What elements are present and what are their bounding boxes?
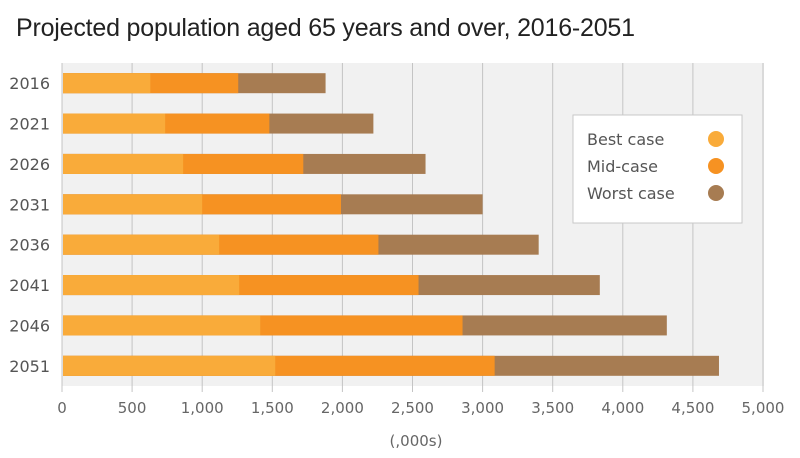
y-tick-label: 2021 <box>9 115 50 134</box>
x-tick-label: 1,500 <box>251 399 294 417</box>
x-tick-label: 5,000 <box>742 399 785 417</box>
y-tick-label: 2051 <box>9 357 50 376</box>
x-tick-label: 2,500 <box>391 399 434 417</box>
legend-label: Mid-case <box>587 157 658 176</box>
legend-label: Best case <box>587 130 664 149</box>
bar-best-case-2021 <box>63 113 166 134</box>
y-tick-label: 2026 <box>9 155 50 174</box>
bar-best-case-2041 <box>63 275 240 296</box>
y-tick-labels: 2016 2021 2026 2031 2036 2041 2046 2051 <box>9 74 50 376</box>
y-tick-label: 2036 <box>9 236 50 255</box>
legend-label: Worst case <box>587 184 675 203</box>
x-tick-label: 500 <box>118 399 147 417</box>
legend: Best case Mid-case Worst case <box>572 114 743 224</box>
x-tick-label: 4,000 <box>601 399 644 417</box>
bar-best-case-2046 <box>63 315 261 336</box>
y-tick-label: 2046 <box>9 316 50 335</box>
legend-swatch <box>708 131 724 147</box>
legend-swatch <box>708 158 724 174</box>
y-tick-label: 2016 <box>9 74 50 93</box>
x-tick-label: 0 <box>57 399 67 417</box>
y-tick-label: 2041 <box>9 276 50 295</box>
x-tick-label: 3,000 <box>461 399 504 417</box>
bar-best-case-2031 <box>63 194 203 215</box>
bar-best-case-2036 <box>63 234 220 255</box>
x-tick-label: 4,500 <box>671 399 714 417</box>
y-tick-label: 2031 <box>9 195 50 214</box>
x-tick-label: 2,000 <box>321 399 364 417</box>
x-axis-label: (,000s) <box>390 432 443 450</box>
bar-best-case-2026 <box>63 153 184 174</box>
bar-best-case-2016 <box>63 73 151 94</box>
x-tick-labels: 0 500 1,000 1,500 2,000 2,500 3,000 3,500 4,000 4… <box>57 399 784 417</box>
bar-best-case-2051 <box>63 355 276 376</box>
chart-title: Projected population aged 65 years and o… <box>16 14 635 42</box>
x-tick-label: 3,500 <box>531 399 574 417</box>
x-tick-label: 1,000 <box>181 399 224 417</box>
bars <box>63 73 719 376</box>
legend-swatch <box>708 185 724 201</box>
